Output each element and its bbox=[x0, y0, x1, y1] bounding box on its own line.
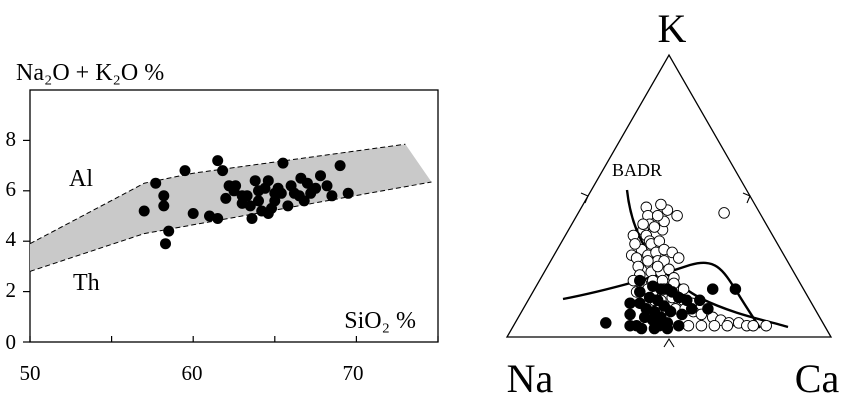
ternary-point-open bbox=[663, 263, 675, 276]
tas-data-point bbox=[217, 165, 229, 177]
ternary-point-open bbox=[677, 283, 690, 295]
ternary-point-open bbox=[648, 221, 661, 233]
ternary-point-filled bbox=[624, 297, 636, 309]
tas-data-point bbox=[298, 195, 310, 207]
tas-data-point bbox=[277, 157, 289, 169]
ternary-point-filled bbox=[702, 303, 714, 315]
tas-data-point bbox=[253, 195, 264, 207]
boundary-curve bbox=[562, 261, 762, 329]
ternary-point-filled bbox=[655, 283, 667, 295]
ternary-point-filled bbox=[634, 286, 646, 298]
tas-data-point bbox=[160, 238, 171, 250]
ternary-point-open bbox=[655, 198, 667, 211]
ternary-point-filled bbox=[666, 286, 678, 298]
alkaline-field-band bbox=[30, 144, 432, 272]
tas-data-point bbox=[187, 208, 199, 219]
apex-label-ca: Ca bbox=[795, 356, 840, 397]
right-edge-tick bbox=[742, 192, 751, 204]
tas-data-point bbox=[220, 192, 232, 204]
ternary-point-filled bbox=[685, 303, 698, 315]
ternary-point-open bbox=[672, 252, 685, 264]
tas-points bbox=[138, 155, 354, 250]
tas-data-point bbox=[342, 187, 354, 199]
left-edge-tick bbox=[580, 192, 589, 204]
tas-data-point bbox=[275, 187, 287, 199]
apex-label-k: K bbox=[658, 6, 687, 51]
ternary-point-filled bbox=[661, 322, 674, 335]
tas-data-point bbox=[310, 182, 322, 194]
tas-data-point bbox=[230, 180, 242, 192]
ternary-point-open bbox=[747, 319, 759, 332]
tas-diagram: 50 60 70 0 2 4 6 8 Na₂O + K₂O % SiO₂ % A… bbox=[6, 60, 439, 385]
tas-data-point bbox=[241, 190, 253, 202]
y-axis-title: Na₂O + K₂O % bbox=[16, 60, 164, 86]
ternary-point-open bbox=[651, 260, 664, 273]
tick-label-y-6: 6 bbox=[6, 177, 17, 201]
ternary-point-filled bbox=[648, 322, 661, 335]
tas-data-point bbox=[158, 190, 170, 202]
bottom-edge-tick bbox=[663, 337, 675, 348]
ternary-point-filled bbox=[729, 283, 742, 295]
tick-label-x-70: 70 bbox=[343, 361, 364, 385]
ternary-point-open bbox=[671, 209, 683, 222]
tas-data-point bbox=[179, 165, 191, 177]
tick-label-y-2: 2 bbox=[6, 278, 17, 302]
ternary-point-open bbox=[718, 207, 730, 219]
tas-plot-frame bbox=[29, 89, 439, 343]
ternary-point-open bbox=[760, 319, 772, 332]
tas-data-point bbox=[315, 170, 326, 182]
tas-data-point bbox=[150, 177, 162, 189]
tas-data-point bbox=[249, 175, 261, 187]
tas-data-point bbox=[138, 205, 150, 217]
badr-label: BADR bbox=[612, 160, 662, 180]
ternary-point-filled bbox=[672, 319, 685, 332]
apex-label-na: Na bbox=[507, 356, 554, 397]
tas-ticks bbox=[23, 139, 439, 343]
ternary-point-filled bbox=[600, 317, 612, 329]
ternary-edge-ticks bbox=[580, 192, 751, 348]
ternary-point-open bbox=[721, 319, 734, 332]
tas-data-point bbox=[321, 180, 333, 192]
tas-data-point bbox=[246, 213, 258, 224]
ternary-point-filled bbox=[706, 283, 719, 295]
tas-data-point bbox=[163, 225, 175, 237]
field-label-tholeiitic: Th bbox=[73, 270, 100, 296]
ternary-point-filled bbox=[635, 322, 648, 335]
tick-label-y-4: 4 bbox=[6, 227, 17, 251]
tick-label-x-60: 60 bbox=[182, 361, 203, 385]
field-label-alkaline: Al bbox=[69, 166, 93, 192]
ternary-point-open bbox=[708, 319, 721, 332]
ternary-point-filled bbox=[664, 305, 677, 318]
ternary-points bbox=[600, 198, 772, 335]
tick-label-y-0: 0 bbox=[6, 330, 17, 354]
ternary-point-open bbox=[651, 209, 664, 222]
ternary-point-open bbox=[637, 218, 649, 230]
tas-data-point bbox=[301, 177, 313, 189]
tas-data-point bbox=[212, 155, 224, 167]
ternary-point-filled bbox=[694, 294, 706, 307]
ternary-point-open bbox=[695, 319, 708, 332]
ternary-diagram: K Na Ca BADR bbox=[505, 6, 840, 397]
tas-data-point bbox=[244, 200, 256, 212]
ternary-point-open bbox=[642, 255, 654, 267]
ternary-point-filled bbox=[624, 308, 636, 321]
x-axis-title: SiO₂ % bbox=[344, 308, 416, 334]
tas-data-point bbox=[158, 200, 170, 212]
tas-data-point bbox=[262, 175, 274, 187]
tas-data-point bbox=[212, 213, 224, 224]
ternary-point-open bbox=[682, 319, 695, 332]
ternary-point-filled bbox=[634, 274, 646, 287]
ternary-point-filled bbox=[676, 308, 688, 321]
tas-data-point bbox=[269, 195, 281, 207]
field-upper-boundary bbox=[29, 143, 406, 245]
tick-label-y-8: 8 bbox=[6, 127, 17, 151]
tas-data-point bbox=[326, 190, 338, 202]
ternary-point-open bbox=[629, 238, 641, 250]
tick-label-x-50: 50 bbox=[20, 361, 41, 385]
tas-data-point bbox=[282, 200, 294, 212]
tas-data-point bbox=[334, 160, 346, 172]
ternary-point-open bbox=[653, 235, 666, 247]
